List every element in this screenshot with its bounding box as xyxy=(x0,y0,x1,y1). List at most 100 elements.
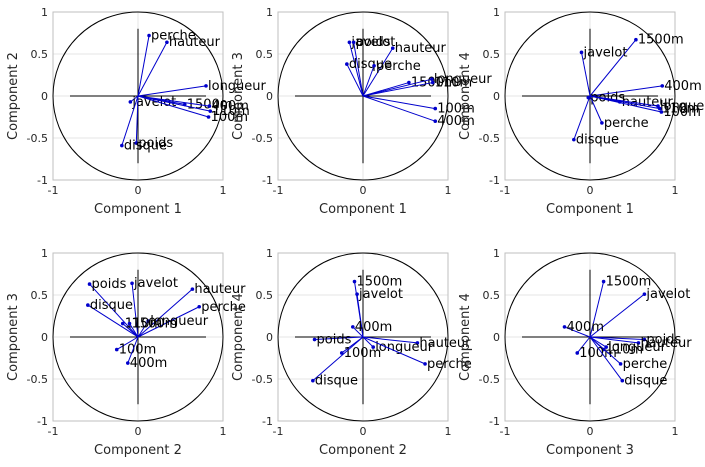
loading-point-100m xyxy=(206,115,211,119)
variable-label-400m: 400m xyxy=(567,320,604,335)
loading-vector-perche xyxy=(137,35,150,97)
loading-point-perche xyxy=(372,63,376,68)
variable-label-100m: 100m xyxy=(579,346,616,361)
loading-point-poids xyxy=(642,337,647,342)
loading-point-perche xyxy=(197,304,201,309)
loading-vector-400m xyxy=(127,336,139,364)
loading-vector-javelot xyxy=(589,293,645,338)
x-axis-title: Component 3 xyxy=(546,443,634,458)
loading-point-400m xyxy=(126,361,130,365)
loading-vector-400m xyxy=(589,85,663,97)
variable-label-hauteur: hauteur xyxy=(419,336,471,351)
loading-point-hauteur xyxy=(415,341,420,345)
variable-label-1500m: 1500m xyxy=(606,275,652,290)
unit-circle xyxy=(52,252,224,422)
loading-vector-perche xyxy=(137,306,200,338)
y-tick-label: 0.5 xyxy=(483,48,501,61)
loading-vector-javelot xyxy=(581,52,591,97)
variable-label-400m: 400m xyxy=(130,356,167,371)
loading-point-1500m xyxy=(634,37,638,42)
loading-point-javelot xyxy=(355,292,359,296)
variable-label-hauteur: hauteur xyxy=(640,336,692,351)
variable-label-poids: poids xyxy=(317,333,352,348)
loading-point-400m xyxy=(562,325,567,329)
loading-vector-poids xyxy=(314,336,364,341)
loading-vector-poids xyxy=(353,42,364,97)
variable-label-100m: 100m xyxy=(663,105,700,120)
loading-point-poids xyxy=(134,141,139,145)
y-axis-title: Component 4 xyxy=(458,52,473,140)
unit-circle xyxy=(504,252,676,422)
loading-vector-poids xyxy=(135,95,139,144)
loading-vector-hauteur xyxy=(362,47,394,97)
loading-vector-longueur xyxy=(137,85,207,97)
y-tick-label: 0.5 xyxy=(256,48,274,61)
x-tick-label: 1 xyxy=(672,425,679,438)
loading-vector-400m xyxy=(362,95,436,122)
variable-label-disque: disque xyxy=(576,133,619,148)
y-tick-label: -1 xyxy=(489,415,500,428)
loading-vector-disque xyxy=(121,95,139,146)
loading-point-longueur xyxy=(204,84,208,88)
loading-vector-hauteur xyxy=(137,42,168,97)
loading-vector-1500m xyxy=(589,281,605,338)
y-tick-label: 1 xyxy=(266,247,273,260)
loading-point-longueur xyxy=(146,319,150,323)
variable-label-hauteur: hauteur xyxy=(169,35,221,50)
loading-point-1500m xyxy=(407,80,411,85)
variable-label-longueur: longueur xyxy=(375,340,434,355)
loading-point-poids xyxy=(351,40,356,45)
y-tick-label: 0.5 xyxy=(31,289,49,302)
y-tick-label: -1 xyxy=(262,415,273,428)
loading-vector-400m xyxy=(564,326,591,338)
loading-point-400m xyxy=(351,325,355,329)
variable-label-100m: 100m xyxy=(437,102,474,117)
loading-vector-disque xyxy=(589,336,623,381)
loading-point-100m xyxy=(339,351,344,355)
y-tick-label: 1 xyxy=(493,6,500,19)
variable-label-perche: perche xyxy=(427,357,472,372)
loading-vector-javelot xyxy=(131,283,139,338)
variable-label-javelot: javelot xyxy=(133,276,178,291)
loading-vector-disque xyxy=(312,336,364,382)
variable-label-1500m: 1500m xyxy=(132,317,178,332)
variable-label-100m: 100m xyxy=(344,346,381,361)
variable-label-poids: poids xyxy=(646,333,681,348)
loading-vector-400m xyxy=(352,326,364,338)
loading-vector-100m xyxy=(362,95,436,110)
y-axis-title: Component 3 xyxy=(6,293,21,381)
x-tick-label: 0 xyxy=(587,425,594,438)
x-tick-label: 1 xyxy=(445,184,452,197)
loading-point-longueur xyxy=(430,77,434,81)
loading-point-100m xyxy=(575,351,580,355)
variable-label-100m: 100m xyxy=(119,343,156,358)
loading-point-disque xyxy=(572,137,576,142)
loading-vector-longueur xyxy=(362,336,374,348)
loading-point-disque xyxy=(620,378,625,383)
loading-vector-100m xyxy=(116,336,139,351)
loading-vector-110m xyxy=(137,95,211,112)
loading-point-110m xyxy=(208,109,213,113)
variable-label-400m: 400m xyxy=(355,320,392,335)
x-tick-label: -1 xyxy=(500,184,511,197)
panel-2: javelotpoidshauteurdisqueperche1500mlong… xyxy=(231,6,492,217)
variable-label-longueur: longueur xyxy=(434,72,493,87)
loading-vector-perche xyxy=(362,336,426,365)
unit-circle xyxy=(277,11,449,181)
x-tick-label: -1 xyxy=(48,184,59,197)
loading-vector-100m xyxy=(137,95,209,118)
loading-point-longueur xyxy=(371,345,376,349)
y-tick-label: 0 xyxy=(493,331,500,344)
variable-label-110m: 110m xyxy=(435,76,472,91)
variable-label-disque: disque xyxy=(124,139,167,154)
variable-label-perche: perche xyxy=(376,59,421,74)
variable-label-poids: poids xyxy=(356,35,391,50)
y-axis-title: Component 4 xyxy=(458,293,473,381)
loading-point-400m xyxy=(660,84,665,88)
loading-vector-longueur xyxy=(137,320,149,338)
x-tick-label: -1 xyxy=(500,425,511,438)
y-tick-label: 0 xyxy=(41,90,48,103)
loading-point-javelot xyxy=(130,281,134,286)
